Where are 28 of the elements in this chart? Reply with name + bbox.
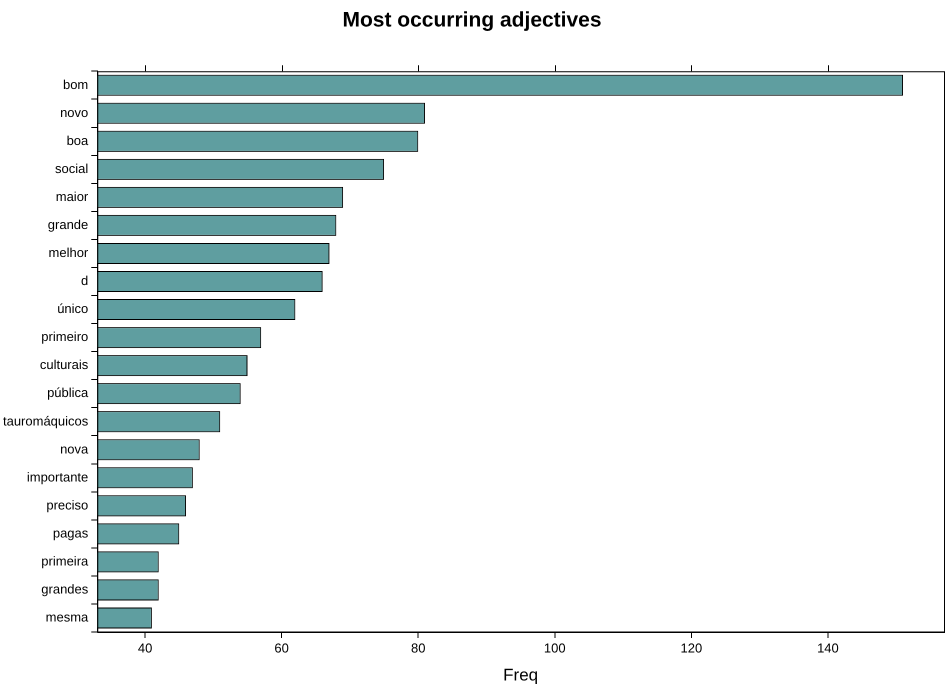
y-tick-label: social — [55, 160, 88, 176]
y-tick-label: novo — [60, 104, 88, 120]
x-axis-title: Freq — [503, 665, 538, 684]
y-tick-label: culturais — [40, 357, 89, 372]
y-tick-label: preciso — [46, 497, 88, 512]
chart-title: Most occurring adjectives — [342, 8, 602, 32]
x-tick-label: 120 — [680, 640, 702, 656]
y-tick-label: primeiro — [41, 329, 88, 344]
x-tick-label: 40 — [138, 640, 152, 656]
y-tick-label: tauromáquicos — [2, 413, 89, 428]
y-tick-label: nova — [60, 441, 90, 456]
y-tick-label: bom — [62, 76, 88, 92]
x-tick-label: 100 — [544, 640, 566, 656]
x-tick-label: 60 — [274, 640, 289, 656]
x-tick-label: 140 — [817, 640, 839, 656]
y-tick-label: único — [57, 301, 88, 316]
y-tick-label: grande — [48, 217, 88, 232]
y-tick-label: boa — [66, 132, 90, 148]
x-tick-label: 80 — [410, 640, 426, 656]
y-tick-label: pública — [47, 385, 90, 400]
y-tick-label: melhor — [48, 245, 89, 260]
y-tick-label: pagas — [52, 525, 89, 540]
y-tick-label: grandes — [41, 582, 89, 597]
y-tick-label: d — [81, 273, 88, 288]
y-tick-label: primeira — [41, 553, 90, 568]
y-tick-label: maior — [56, 188, 89, 204]
y-tick-label: mesma — [46, 610, 90, 625]
y-tick-label: importante — [26, 469, 88, 484]
